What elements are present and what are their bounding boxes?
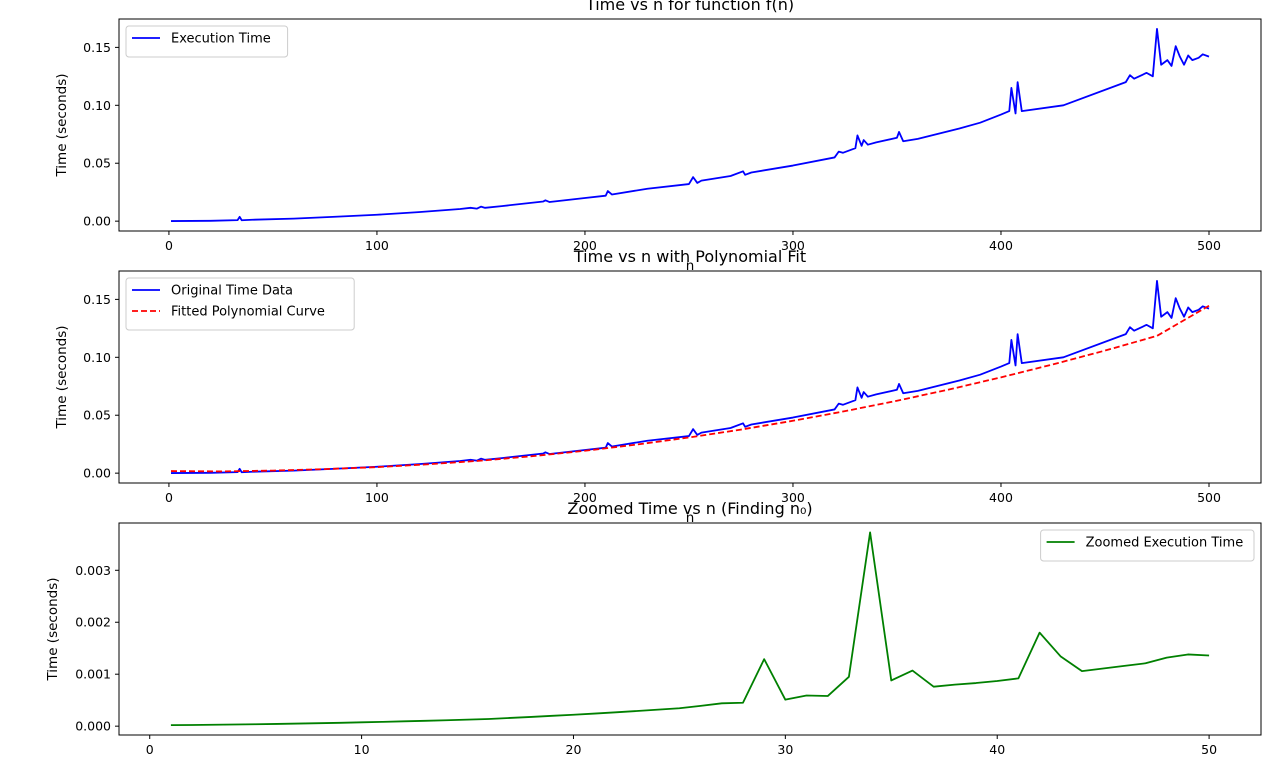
chart-title: Time vs n with Polynomial Fit: [573, 247, 806, 266]
y-tick-label: 0.00: [83, 466, 111, 481]
x-tick-label: 50: [1201, 742, 1217, 757]
chart-2: 0 100 200 300 400 500 0.00 0.05 0.10 0.15 Time (se…: [54, 247, 1262, 526]
chart-3: 0 10 20 30 40 50 0.000 0.001 0.002 0.003 Time (sec…: [45, 499, 1262, 757]
y-axis-label: Time (seconds): [54, 73, 70, 177]
series-line-1: [170, 279, 1210, 474]
y-tick-label: 0.10: [83, 98, 111, 113]
x-tick-label: 200: [573, 238, 597, 253]
x-tick-label: 300: [781, 490, 805, 505]
legend-label-1: Zoomed Execution Time: [1086, 536, 1244, 551]
y-tick-label: 0.05: [83, 408, 111, 423]
axes-frame: [118, 522, 1262, 736]
legend-label-1: Execution Time: [171, 32, 271, 47]
y-axis-label: Time (seconds): [45, 577, 61, 681]
axes-frame: [118, 270, 1262, 484]
x-tick-label: 0: [146, 742, 154, 757]
series-line-1: [170, 531, 1210, 727]
y-tick-label: 0.05: [83, 156, 111, 171]
chart-title: Zoomed Time vs n (Finding n₀): [567, 499, 812, 518]
legend-box: [125, 277, 355, 331]
x-tick-label: 500: [1197, 238, 1221, 253]
x-tick-label: 30: [777, 742, 793, 757]
y-tick-label: 0.15: [83, 292, 111, 307]
axes-frame: [118, 18, 1262, 232]
y-tick-label: 0.001: [75, 667, 111, 682]
x-tick-label: 300: [781, 238, 805, 253]
legend: Original Time Data Fitted Polynomial Curv…: [125, 277, 355, 331]
x-tick-label: 40: [989, 742, 1005, 757]
y-axis-label: Time (seconds): [54, 325, 70, 429]
y-tick-label: 0.002: [75, 615, 111, 630]
x-tick-label: 200: [573, 490, 597, 505]
chart-1: 0 100 200 300 400 500 0.00 0.05 0.10 0.15 Time (se…: [54, 0, 1262, 274]
x-tick-label: 100: [365, 490, 389, 505]
legend-box: [125, 25, 289, 58]
y-tick-label: 0.10: [83, 350, 111, 365]
y-tick-label: 0.15: [83, 40, 111, 55]
x-tick-label: 10: [354, 742, 370, 757]
legend-label-2: Fitted Polynomial Curve: [171, 305, 325, 320]
y-tick-label: 0.003: [75, 563, 111, 578]
chart-title: Time vs n for function f(n): [585, 0, 794, 14]
y-tick-label: 0.00: [83, 214, 111, 229]
x-tick-label: 20: [566, 742, 582, 757]
y-tick-label: 0.000: [75, 719, 111, 734]
x-tick-label: 400: [989, 490, 1013, 505]
series-line-2: [170, 304, 1210, 473]
legend: Execution Time: [125, 25, 289, 58]
legend: Zoomed Execution Time: [1040, 529, 1255, 562]
x-tick-label: 0: [165, 238, 173, 253]
series-line-1: [170, 27, 1210, 222]
x-axis-label: n: [686, 510, 695, 526]
x-tick-label: 500: [1197, 490, 1221, 505]
x-tick-label: 100: [365, 238, 389, 253]
legend-box: [1040, 529, 1255, 562]
x-axis-label: n: [686, 258, 695, 274]
legend-label-1: Original Time Data: [171, 284, 293, 299]
x-tick-label: 0: [165, 490, 173, 505]
x-tick-label: 400: [989, 238, 1013, 253]
